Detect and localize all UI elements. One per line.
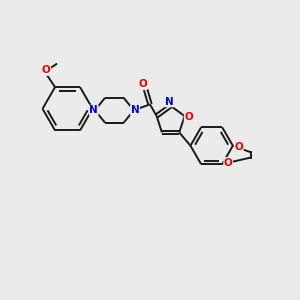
Text: O: O <box>224 158 233 168</box>
Text: O: O <box>138 79 147 89</box>
Text: N: N <box>130 105 140 115</box>
Text: O: O <box>42 65 51 75</box>
Text: N: N <box>89 105 98 115</box>
Text: O: O <box>234 142 243 152</box>
Text: O: O <box>184 112 193 122</box>
Text: N: N <box>165 97 173 107</box>
